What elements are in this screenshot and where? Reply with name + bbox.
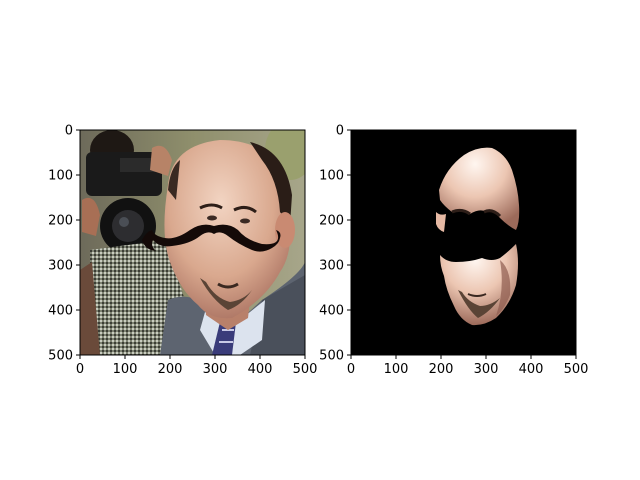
left-panel-xtick-label: 100 [113, 362, 138, 377]
left-panel-xtick-label: 400 [248, 362, 273, 377]
left-panel-ytick-label: 400 [48, 304, 73, 319]
left-panel-ytick-label: 300 [48, 259, 73, 274]
goatee [200, 278, 252, 310]
left-panel-ytick-label: 100 [48, 169, 73, 184]
right-panel-xtick-label: 0 [347, 362, 355, 377]
right-panel-xtick-label: 300 [474, 362, 499, 377]
left-panel-ytick-label: 200 [48, 214, 73, 229]
mask-lower-face [440, 244, 518, 326]
right-mask [436, 147, 520, 326]
right-panel-xtick-label: 500 [564, 362, 589, 377]
right-axes-frame [350, 129, 577, 356]
right-panel-ytick-label: 500 [319, 349, 344, 364]
right-panel-ytick-label: 300 [319, 259, 344, 274]
right-panel-xtick-label: 400 [519, 362, 544, 377]
left-panel-xtick-label: 300 [203, 362, 228, 377]
left-panel-ytick-label: 500 [48, 349, 73, 364]
left-panel-xtick-label: 0 [76, 362, 84, 377]
left-panel-xtick-label: 500 [293, 362, 318, 377]
right-panel-xtick-label: 100 [384, 362, 409, 377]
left-photo [80, 130, 305, 355]
left-axes-frame [79, 129, 306, 356]
hair [250, 142, 292, 225]
right-panel-xtick-label: 200 [429, 362, 454, 377]
plaid-shirt [90, 240, 185, 355]
right-panel-ytick-label: 200 [319, 214, 344, 229]
left-panel-xtick-label: 200 [158, 362, 183, 377]
left-panel-ytick-label: 0 [65, 124, 73, 139]
right-panel-ytick-label: 100 [319, 169, 344, 184]
right-panel-ytick-label: 400 [319, 304, 344, 319]
mustache-overlay [142, 224, 281, 252]
right-panel-ytick-label: 0 [336, 124, 344, 139]
